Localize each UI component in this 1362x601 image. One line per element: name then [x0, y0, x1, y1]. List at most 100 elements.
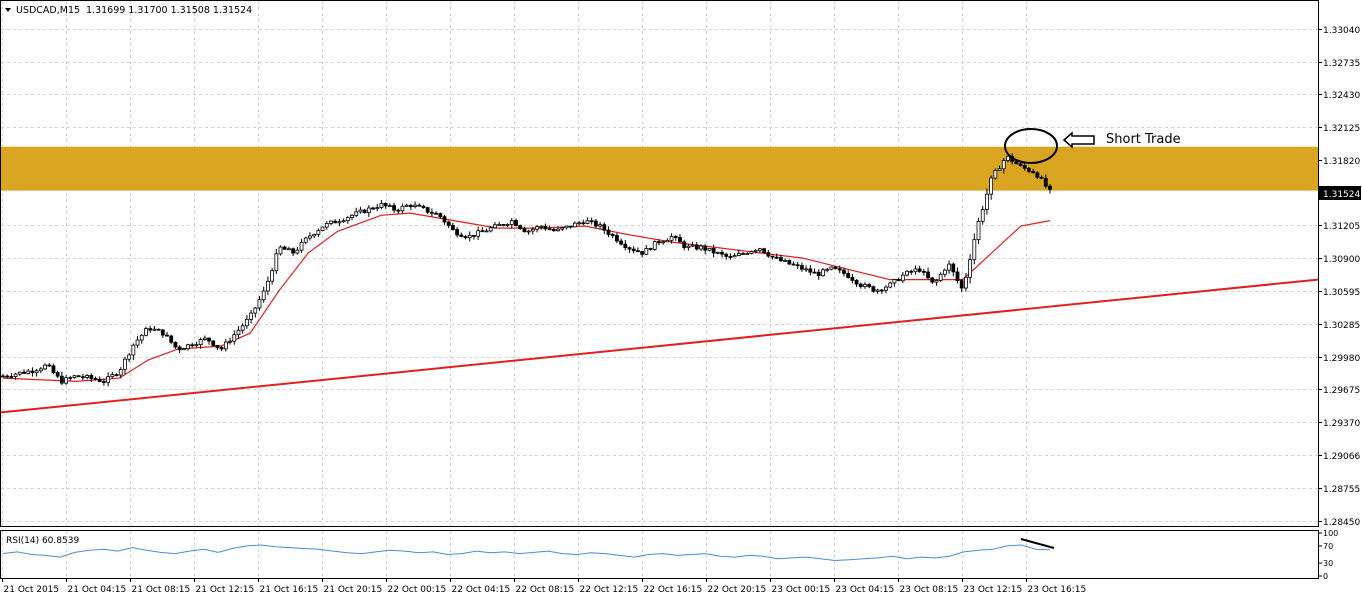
candle-body	[884, 286, 888, 291]
candle-body	[947, 263, 951, 271]
candle-body	[749, 251, 754, 254]
candle-body	[312, 234, 317, 237]
candle-body	[829, 266, 834, 270]
candle-body	[114, 374, 119, 377]
candle-body	[127, 354, 132, 360]
candle-body	[295, 249, 300, 254]
candle-body	[543, 225, 548, 230]
candle-body	[303, 237, 308, 243]
candle-body	[551, 228, 556, 232]
candle-body	[1031, 170, 1036, 174]
time-tick-label: 23 Oct 00:15	[772, 585, 831, 595]
candle-body	[598, 224, 602, 227]
candle-body	[804, 268, 809, 271]
price-tick-label: 1.30285	[1323, 321, 1360, 331]
candle-body	[131, 344, 136, 356]
candle-body	[707, 247, 712, 251]
candle-body	[484, 230, 489, 233]
candle-body	[106, 376, 111, 383]
candle-body	[202, 337, 207, 340]
candle-body	[324, 223, 329, 228]
candle-body	[522, 228, 527, 233]
candle-body	[215, 345, 220, 348]
price-tick-label: 1.30595	[1323, 288, 1360, 298]
candle-body	[38, 368, 43, 372]
candle-body	[808, 268, 813, 273]
candle-body	[43, 364, 47, 370]
candle-body	[732, 255, 737, 258]
candle-body	[762, 248, 766, 254]
dropdown-triangle-icon[interactable]	[5, 8, 11, 12]
time-tick-label: 22 Oct 20:15	[708, 585, 767, 595]
candle-body	[371, 207, 375, 210]
candle-body	[745, 253, 750, 255]
candle-body	[299, 241, 304, 251]
candle-body	[156, 328, 161, 331]
candle-body	[905, 270, 909, 276]
candle-body	[139, 334, 144, 341]
candle-body	[266, 280, 270, 292]
candle-body	[270, 270, 275, 282]
candle-body	[821, 269, 825, 277]
candle-body	[488, 227, 493, 232]
candle-body	[535, 226, 539, 230]
candle-body	[287, 248, 291, 251]
candle-body	[585, 220, 590, 224]
candle-body	[442, 216, 447, 223]
candle-body	[1, 375, 5, 378]
candle-body	[244, 318, 249, 327]
price-tick-label: 1.30900	[1323, 255, 1360, 265]
candle-body	[699, 245, 703, 250]
rsi-divergence-line	[1020, 538, 1055, 549]
candle-body	[501, 224, 506, 226]
candle-body	[463, 236, 468, 239]
candle-body	[955, 271, 960, 281]
candle-body	[909, 270, 914, 273]
grid	[1, 1, 1318, 578]
candle-body	[888, 282, 893, 288]
candle-body	[198, 339, 203, 346]
time-tick-label: 23 Oct 16:15	[1028, 585, 1087, 595]
candle-body	[938, 273, 943, 281]
time-tick-label: 22 Oct 12:15	[580, 585, 639, 595]
candle-body	[619, 240, 624, 245]
candle-body	[211, 340, 216, 346]
candle-body	[837, 268, 842, 271]
candle-body	[110, 374, 115, 378]
candle-body	[429, 211, 434, 214]
candle-body	[615, 235, 619, 242]
time-tick-label: 21 Oct 2015	[4, 585, 60, 595]
candle-body	[505, 223, 510, 226]
candle-body	[917, 268, 922, 272]
candle-body	[366, 207, 371, 214]
candle-body	[774, 256, 779, 259]
candle-body	[610, 234, 615, 236]
candle-body	[47, 364, 52, 367]
candle-body	[572, 222, 577, 228]
candle-body	[1001, 159, 1006, 170]
candle-body	[68, 377, 73, 379]
trendline	[0, 278, 1319, 414]
candle-body	[438, 213, 443, 218]
candle-body	[350, 214, 354, 218]
candle-body	[123, 358, 127, 370]
candle-body	[686, 245, 691, 248]
candle-body	[118, 369, 123, 376]
candle-body	[694, 244, 699, 250]
candle-body	[181, 348, 186, 351]
candle-body	[825, 268, 830, 271]
candle-body	[900, 274, 905, 282]
candle-body	[934, 280, 939, 283]
rsi-tick-label: 0	[1323, 572, 1328, 581]
candle-body	[1014, 161, 1019, 165]
candle-body	[72, 375, 77, 378]
candle-body	[736, 253, 741, 256]
candle-body	[232, 334, 237, 342]
candle-body	[194, 344, 199, 347]
candle-body	[219, 347, 224, 350]
candle-body	[997, 168, 1002, 171]
time-axis: 21 Oct 2015 21 Oct 04:15 21 Oct 08:15 21 Oc…	[2, 578, 1087, 595]
candle-body	[875, 289, 880, 292]
candle-body	[85, 375, 89, 378]
